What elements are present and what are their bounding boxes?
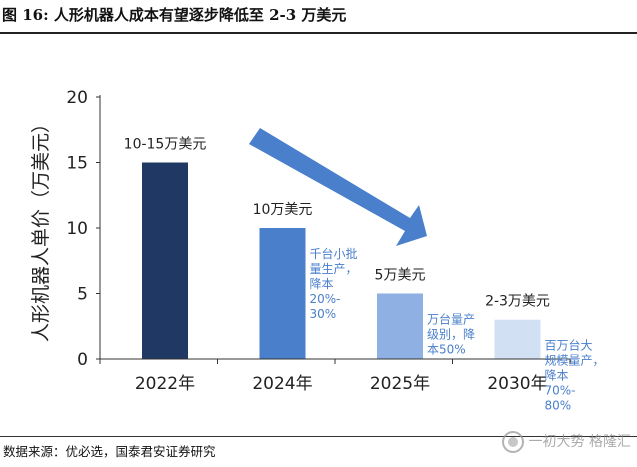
watermark: 一初大势 格隆汇 [501,420,631,464]
watermark-text: 一初大势 格隆汇 [528,433,631,450]
bar [142,162,188,359]
footer-divider [0,436,637,437]
watermark-logo-icon [501,431,524,453]
bar-value-label: 5万美元 [375,268,426,284]
y-tick-label: 20 [66,88,88,108]
figure-title: 图 16: 人形机器人成本有望逐步降低至 2-3 万美元 [2,6,347,24]
x-category-label: 2024年 [252,374,312,394]
bar-value-label: 10万美元 [253,202,313,218]
bar-group [142,162,541,359]
x-category-label: 2030年 [487,374,547,394]
bar [494,319,541,359]
axes: 0 5 10 15 20 人形机器人单价（万美元） [30,88,571,370]
trend-arrow-shape [249,128,427,246]
bar [377,293,423,359]
bar [259,228,306,359]
trend-arrow [249,128,427,246]
y-axis-title: 人形机器人单价（万美元） [30,114,52,342]
bar-annotation: 百万台大规模量产，降本 70%-80% [545,338,605,413]
y-tick-label: 5 [77,285,88,305]
bar-value-label: 10-15万美元 [124,137,207,153]
x-category-label: 2022年 [135,374,195,394]
y-tick-label: 0 [77,350,88,370]
bar-annotation: 千台小批量生产，降本 20%-30% [310,246,358,321]
title-divider [0,32,637,34]
x-category-label: 2025年 [370,374,430,394]
bar-value-label: 2-3万美元 [485,294,550,310]
y-tick-label: 15 [66,154,88,174]
bar-annotation: 万台量产级别，降本50% [427,312,475,357]
source-note: 数据来源：优必选，国泰君安证券研究 [3,444,216,459]
bar-chart: 0 5 10 15 20 人形机器人单价（万美元） 2022年 10-15万美元 2024年 1… [30,88,605,413]
y-tick-label: 10 [66,219,88,239]
